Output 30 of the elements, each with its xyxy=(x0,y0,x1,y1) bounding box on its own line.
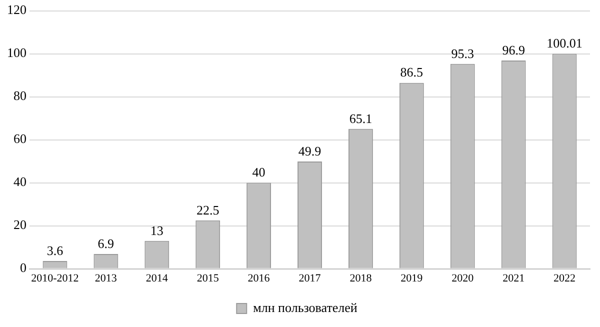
data-label: 96.9 xyxy=(502,42,525,58)
y-tick-label: 0 xyxy=(20,260,26,276)
x-tick-label: 2021 xyxy=(502,272,525,284)
legend-label: млн пользователей xyxy=(253,300,358,315)
y-tick-label: 120 xyxy=(7,2,26,18)
x-tick-label: 2019 xyxy=(400,272,424,284)
x-tick-label: 2020 xyxy=(452,272,474,284)
data-label: 100.01 xyxy=(546,36,582,51)
y-tick-label: 80 xyxy=(14,88,26,104)
x-tick-label: 2018 xyxy=(350,272,372,284)
y-tick-label: 60 xyxy=(14,131,26,146)
x-tick-label: 2010-2012 xyxy=(31,272,79,284)
y-tick-label: 100 xyxy=(7,45,26,60)
x-tick-label: 2016 xyxy=(248,272,270,284)
data-label: 22.5 xyxy=(196,202,220,218)
data-label: 13 xyxy=(150,222,164,238)
x-tick-label: 2015 xyxy=(196,272,220,284)
x-tick-label: 2017 xyxy=(298,272,322,284)
data-label: 3.6 xyxy=(46,242,64,258)
x-tick-label: 2022 xyxy=(554,272,576,284)
data-label: 49.9 xyxy=(298,143,322,158)
data-label: 65.1 xyxy=(349,110,372,126)
x-tick-label: 2014 xyxy=(146,272,168,284)
x-tick-label: 2013 xyxy=(94,272,118,284)
data-label: 40 xyxy=(252,164,266,180)
y-tick-label: 40 xyxy=(14,174,26,190)
data-label: 95.3 xyxy=(451,46,474,61)
y-tick-label: 20 xyxy=(14,217,26,232)
data-label: 86.5 xyxy=(400,64,424,80)
data-label: 6.9 xyxy=(98,236,114,251)
